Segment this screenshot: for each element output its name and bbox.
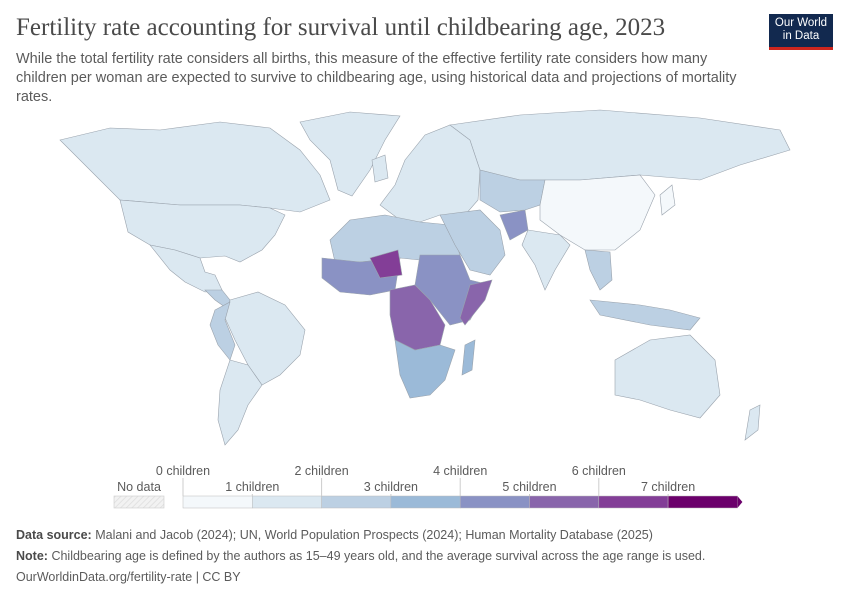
legend-bin[interactable] (390, 495, 461, 509)
legend-bin[interactable] (321, 495, 392, 509)
country-niger[interactable] (369, 249, 403, 279)
country-indonesia[interactable] (589, 299, 701, 331)
country-australia[interactable] (614, 334, 721, 419)
country-argentina-chile[interactable] (217, 359, 263, 446)
country-europe[interactable] (379, 124, 481, 223)
legend-label: 1 children (225, 480, 279, 494)
owid-logo[interactable]: Our World in Data (769, 14, 833, 50)
country-greenland[interactable] (299, 111, 401, 197)
country-uk[interactable] (371, 154, 389, 183)
legend-bin[interactable] (252, 495, 322, 509)
legend-label: 2 children (294, 464, 348, 478)
note-text: Childbearing age is defined by the autho… (51, 549, 706, 563)
country-afghanistan[interactable] (499, 209, 529, 241)
legend-bin[interactable] (598, 495, 669, 509)
country-southeast-asia[interactable] (584, 249, 613, 291)
legend: No data 0 children 1 children 2 children 3 … (113, 464, 743, 509)
country-brazil[interactable] (224, 291, 306, 386)
country-somalia[interactable] (459, 279, 493, 326)
legend-bin[interactable] (529, 495, 600, 509)
legend-label: 3 children (364, 480, 418, 494)
legend-bin[interactable] (459, 495, 530, 509)
country-canada[interactable] (59, 121, 331, 213)
country-japan[interactable] (659, 184, 676, 216)
country-central-asia[interactable] (479, 169, 546, 213)
country-mexico[interactable] (149, 244, 223, 293)
country-china[interactable] (539, 174, 656, 251)
legend-arrow (737, 496, 743, 508)
country-india[interactable] (521, 229, 571, 291)
source-text: Malani and Jacob (2024); UN, World Popul… (95, 528, 653, 542)
legend-bin[interactable] (667, 495, 738, 509)
chart-subtitle: While the total fertility rate considers… (16, 51, 737, 105)
chart-title: Fertility rate accounting for survival u… (16, 14, 666, 41)
note-label: Note: (16, 549, 48, 563)
legend-no-data-label: No data (117, 480, 161, 494)
country-andes[interactable] (209, 301, 236, 361)
legend-label: 7 children (641, 480, 695, 494)
legend-label: 4 children (433, 464, 487, 478)
country-russia[interactable] (449, 109, 791, 181)
source-label: Data source: (16, 528, 92, 542)
source-url[interactable]: OurWorldinData.org/fertility-rate | CC B… (16, 570, 241, 584)
country-madagascar[interactable] (461, 339, 476, 376)
legend-bin[interactable] (182, 495, 253, 509)
legend-label: 6 children (572, 464, 626, 478)
country-southern-africa[interactable] (394, 339, 456, 399)
data-source: Data source: Malani and Jacob (2024); UN… (16, 528, 653, 542)
country-new-zealand[interactable] (744, 404, 761, 441)
legend-no-data-swatch[interactable] (113, 495, 165, 509)
country-middle-east[interactable] (439, 209, 506, 276)
country-usa[interactable] (119, 199, 286, 263)
note: Note: Childbearing age is defined by the… (16, 549, 705, 563)
legend-label: 0 children (156, 464, 210, 478)
legend-label: 5 children (502, 480, 556, 494)
